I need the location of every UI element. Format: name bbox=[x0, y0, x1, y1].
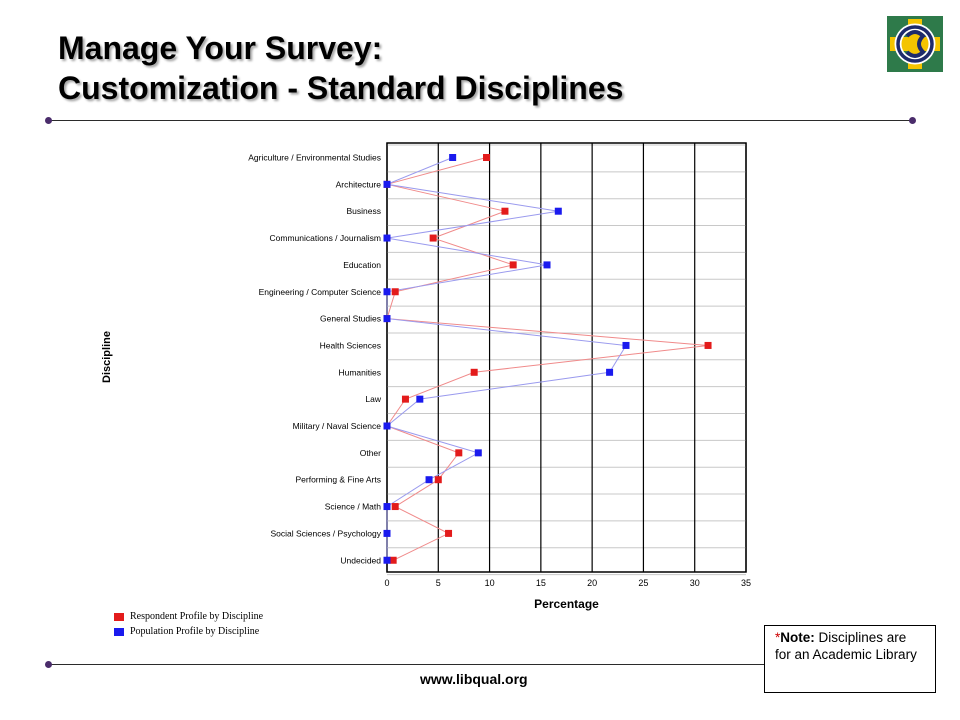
bottom-divider-left-dot bbox=[45, 661, 52, 668]
top-divider bbox=[48, 120, 914, 121]
y-category-label: Education bbox=[343, 260, 381, 270]
y-category-label: Architecture bbox=[336, 179, 382, 189]
y-category-label: Military / Naval Science bbox=[293, 421, 382, 431]
logo-cross-horizontal bbox=[890, 37, 940, 51]
y-category-label: Business bbox=[347, 206, 382, 216]
x-tick-label: 5 bbox=[436, 578, 441, 588]
x-tick-label: 10 bbox=[485, 578, 495, 588]
population-point bbox=[543, 261, 551, 269]
y-category-label: Social Sciences / Psychology bbox=[270, 528, 381, 538]
population-point bbox=[383, 180, 391, 188]
libqual-logo-icon bbox=[887, 16, 943, 72]
legend-respondent-label: Respondent Profile by Discipline bbox=[130, 611, 264, 622]
y-category-label: Humanities bbox=[338, 367, 381, 377]
respondent-series-line bbox=[386, 157, 709, 561]
x-tick-label: 35 bbox=[741, 578, 751, 588]
slide-title-line-2: Customization - Standard Disciplines bbox=[58, 70, 624, 106]
note-box: *Note: Disciplines are for an Academic L… bbox=[764, 625, 936, 693]
y-category-label: Health Sciences bbox=[320, 340, 381, 350]
population-point bbox=[383, 556, 391, 564]
y-category-label: Engineering / Computer Science bbox=[259, 287, 382, 297]
population-point bbox=[622, 341, 630, 349]
note-text: Disciplines are for an Academic Library bbox=[775, 630, 917, 662]
slide-title-line-1: Manage Your Survey: bbox=[58, 30, 383, 66]
population-series-line bbox=[385, 157, 627, 561]
x-axis-title: Percentage bbox=[534, 597, 599, 611]
population-point bbox=[449, 154, 457, 161]
note-asterisk: * bbox=[775, 630, 781, 645]
note-label: Note: bbox=[780, 630, 815, 645]
legend-population: Population Profile by Discipline bbox=[114, 626, 259, 637]
population-point bbox=[383, 503, 391, 511]
chart-root: 0 5 10 15 20 25 30 35 Agriculture / Environmenta… bbox=[101, 142, 751, 611]
respondent-point bbox=[401, 395, 409, 403]
respondent-point bbox=[389, 556, 397, 564]
population-point bbox=[606, 368, 614, 376]
x-tick-label: 30 bbox=[690, 578, 700, 588]
y-category-label: Science / Math bbox=[325, 502, 381, 512]
respondent-point bbox=[455, 449, 463, 457]
footer-url-link[interactable]: www.libqual.org bbox=[420, 671, 528, 687]
plot-area bbox=[386, 142, 747, 573]
respondent-point bbox=[482, 154, 490, 161]
population-point bbox=[383, 234, 391, 242]
y-category-label: Other bbox=[360, 448, 381, 458]
population-point bbox=[383, 529, 391, 537]
legend-population-swatch bbox=[114, 627, 124, 636]
logo-swirl bbox=[905, 30, 926, 58]
y-axis-title: Discipline bbox=[101, 331, 113, 383]
legend-population-label: Population Profile by Discipline bbox=[130, 626, 260, 637]
respondent-point bbox=[434, 476, 442, 484]
slide-title: Manage Your Survey: Customization - Stan… bbox=[58, 28, 623, 108]
population-point bbox=[474, 449, 482, 457]
respondent-point bbox=[470, 368, 478, 376]
legend-respondent: Respondent Profile by Discipline bbox=[114, 611, 263, 622]
legend-respondent-swatch bbox=[114, 612, 124, 621]
x-tick-label: 25 bbox=[638, 578, 648, 588]
x-tick-label: 20 bbox=[587, 578, 597, 588]
population-point bbox=[554, 207, 562, 215]
respondent-point bbox=[445, 529, 453, 537]
population-point bbox=[425, 476, 433, 484]
x-tick-label: 15 bbox=[536, 578, 546, 588]
top-divider-left-dot bbox=[45, 117, 52, 124]
population-point bbox=[416, 395, 424, 403]
population-point bbox=[383, 315, 391, 323]
respondent-point bbox=[704, 341, 712, 349]
y-category-label: Communications / Journalism bbox=[270, 233, 381, 243]
y-category-label: Undecided bbox=[340, 555, 381, 565]
population-point bbox=[383, 288, 391, 296]
respondent-point bbox=[501, 207, 509, 215]
logo-ring-inner bbox=[896, 25, 934, 63]
x-tick-label: 0 bbox=[384, 578, 389, 588]
y-category-label: General Studies bbox=[320, 314, 381, 324]
respondent-point bbox=[391, 503, 399, 511]
bottom-divider bbox=[48, 664, 764, 665]
respondent-point bbox=[509, 261, 517, 269]
y-category-label: Law bbox=[365, 394, 381, 404]
respondent-point bbox=[429, 234, 437, 242]
respondent-point bbox=[391, 288, 399, 296]
population-point bbox=[383, 422, 391, 430]
y-category-label: Agriculture / Environmental Studies bbox=[248, 153, 381, 163]
y-category-label: Performing & Fine Arts bbox=[295, 475, 381, 485]
top-divider-right-dot bbox=[909, 117, 916, 124]
